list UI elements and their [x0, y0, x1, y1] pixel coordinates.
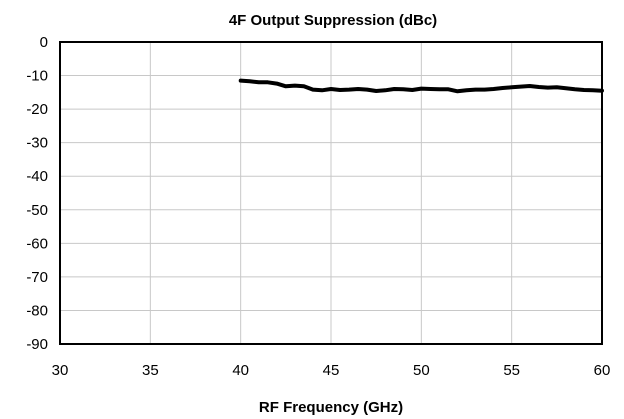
plot-area-frame	[59, 41, 603, 345]
x-axis-label: RF Frequency (GHz)	[259, 399, 403, 416]
x-tick-label: 40	[232, 362, 249, 379]
x-tick-label: 50	[413, 362, 430, 379]
x-tick-label: 55	[503, 362, 520, 379]
chart-title: 4F Output Suppression (dBc)	[229, 12, 437, 29]
x-tick-label: 45	[323, 362, 340, 379]
y-tick-label: -40	[26, 168, 48, 185]
series-layer	[238, 78, 604, 94]
y-tick-label: 0	[40, 34, 48, 51]
y-tick-label: -20	[26, 101, 48, 118]
y-tick-label: -10	[26, 68, 48, 85]
y-tick-label: -70	[26, 269, 48, 286]
x-tick-label: 35	[142, 362, 159, 379]
y-tick-label: -80	[26, 302, 48, 319]
x-tick-label: 60	[594, 362, 611, 379]
y-tick-label: -90	[26, 336, 48, 353]
y-tick-label: -50	[26, 202, 48, 219]
y-tick-label: -60	[26, 235, 48, 252]
x-tick-label: 30	[52, 362, 69, 379]
y-tick-label: -30	[26, 135, 48, 152]
series-line	[238, 78, 604, 94]
